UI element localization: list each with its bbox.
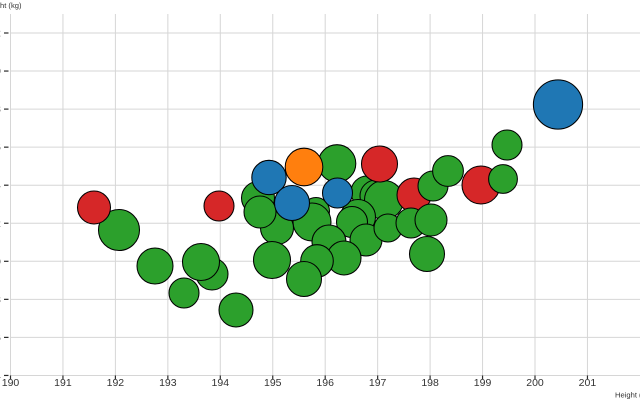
svg-text:200: 200 xyxy=(526,377,544,389)
svg-text:190: 190 xyxy=(2,377,20,389)
svg-text:108: 108 xyxy=(0,104,1,116)
svg-text:102: 102 xyxy=(0,218,1,230)
svg-text:201: 201 xyxy=(579,377,597,389)
svg-text:96: 96 xyxy=(0,332,1,344)
svg-text:104: 104 xyxy=(0,180,1,192)
svg-text:197: 197 xyxy=(369,377,387,389)
svg-text:193: 193 xyxy=(159,377,177,389)
svg-text:199: 199 xyxy=(474,377,492,389)
svg-text:198: 198 xyxy=(421,377,439,389)
svg-text:191: 191 xyxy=(54,377,72,389)
svg-text:112: 112 xyxy=(0,28,1,40)
svg-text:194: 194 xyxy=(212,377,230,389)
svg-text:94: 94 xyxy=(0,370,1,382)
svg-text:106: 106 xyxy=(0,142,1,154)
svg-text:192: 192 xyxy=(107,377,125,389)
svg-text:98: 98 xyxy=(0,294,1,306)
svg-text:196: 196 xyxy=(316,377,334,389)
svg-text:110: 110 xyxy=(0,66,1,78)
svg-text:195: 195 xyxy=(264,377,282,389)
svg-text:100: 100 xyxy=(0,256,1,268)
svg-text:Height (cm): Height (cm) xyxy=(615,391,640,400)
svg-text:Weight (kg): Weight (kg) xyxy=(0,1,22,10)
